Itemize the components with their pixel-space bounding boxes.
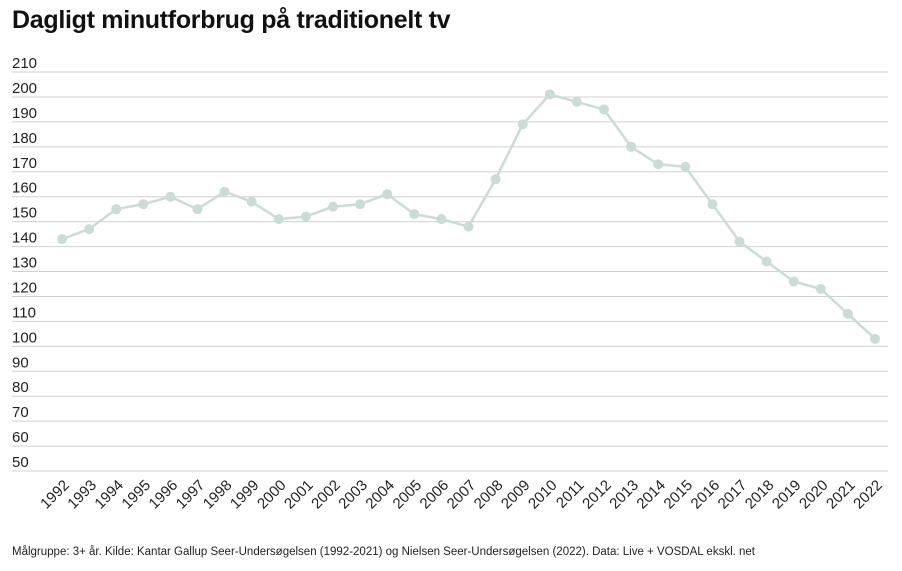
data-point-2015 — [680, 161, 691, 172]
x-tick-label: 2015 — [661, 477, 697, 513]
x-axis: 1992199319941995199619971998199920002001… — [37, 477, 886, 513]
data-point-2005 — [409, 209, 420, 220]
data-point-2014 — [653, 159, 664, 170]
y-tick-label: 200 — [12, 80, 37, 97]
source-footnote: Målgruppe: 3+ år. Kilde: Kantar Gallup S… — [12, 546, 755, 558]
x-tick-label: 1997 — [173, 477, 209, 513]
data-point-1993 — [84, 224, 95, 235]
y-tick-label: 80 — [12, 379, 29, 396]
y-tick-label: 50 — [12, 454, 29, 471]
x-tick-label: 2008 — [471, 477, 507, 513]
data-point-2022 — [870, 333, 880, 344]
data-point-2017 — [734, 236, 745, 247]
data-point-2001 — [300, 211, 311, 222]
data-point-2021 — [842, 308, 853, 319]
y-tick-label: 90 — [12, 354, 29, 371]
y-tick-label: 160 — [12, 180, 37, 197]
data-point-2018 — [761, 256, 772, 267]
data-point-2016 — [707, 199, 718, 210]
x-tick-label: 2014 — [633, 477, 669, 513]
x-tick-label: 2022 — [850, 477, 886, 513]
x-tick-label: 2019 — [769, 477, 805, 513]
data-point-2006 — [436, 214, 447, 225]
data-point-2012 — [599, 104, 609, 115]
y-tick-label: 110 — [12, 304, 36, 321]
data-point-2008 — [490, 174, 501, 185]
data-point-2020 — [815, 283, 826, 294]
x-tick-label: 1998 — [200, 477, 236, 513]
data-point-2002 — [328, 201, 338, 212]
x-tick-label: 1992 — [37, 477, 73, 513]
y-tick-label: 130 — [12, 255, 37, 272]
x-tick-label: 2000 — [254, 477, 290, 513]
data-point-2007 — [463, 221, 474, 232]
data-point-2010 — [544, 89, 555, 100]
data-point-2000 — [273, 214, 284, 225]
data-points — [57, 89, 880, 344]
data-point-2013 — [626, 141, 637, 152]
y-tick-label: 170 — [12, 155, 37, 172]
chart-title: Dagligt minutforbrug på traditionelt tv — [12, 6, 451, 34]
y-tick-label: 140 — [12, 230, 37, 247]
series-line — [61, 93, 876, 340]
x-tick-label: 2004 — [362, 477, 398, 513]
y-tick-label: 70 — [12, 404, 29, 421]
y-tick-label: 150 — [12, 205, 37, 222]
y-axis: 50 60 70 80 90 100 110 120 130 140 150 160 170 180 190… — [12, 55, 37, 471]
x-tick-label: 2006 — [417, 477, 453, 513]
x-tick-label: 1999 — [227, 477, 263, 513]
y-tick-label: 190 — [12, 105, 37, 122]
x-tick-label: 2009 — [498, 477, 534, 513]
data-point-1996 — [165, 191, 176, 202]
x-tick-label: 1993 — [64, 477, 100, 513]
x-tick-label: 2007 — [444, 477, 480, 513]
data-point-1995 — [138, 199, 149, 210]
x-tick-label: 2013 — [606, 477, 642, 513]
x-tick-label: 2001 — [281, 477, 317, 513]
data-point-1999 — [246, 196, 257, 207]
x-tick-label: 2005 — [390, 477, 426, 513]
y-tick-label: 120 — [12, 279, 37, 296]
x-tick-label: 2012 — [579, 477, 615, 513]
x-tick-label: 2016 — [688, 477, 724, 513]
x-tick-label: 2021 — [823, 477, 859, 513]
data-point-2004 — [382, 189, 393, 200]
x-tick-label: 2010 — [525, 477, 561, 513]
y-tick-label: 210 — [12, 55, 37, 72]
data-point-1998 — [219, 186, 230, 197]
data-point-1992 — [57, 234, 67, 245]
x-tick-label: 2002 — [308, 477, 344, 513]
data-point-2019 — [788, 276, 799, 287]
x-tick-label: 1996 — [146, 477, 182, 513]
x-tick-label: 2020 — [796, 477, 832, 513]
x-tick-label: 2003 — [335, 477, 371, 513]
x-tick-label: 2018 — [742, 477, 778, 513]
y-tick-label: 100 — [12, 329, 37, 346]
x-tick-label: 2011 — [553, 477, 588, 512]
data-point-2009 — [517, 119, 528, 130]
y-tick-label: 60 — [12, 429, 29, 446]
x-tick-label: 1994 — [91, 477, 127, 513]
y-tick-label: 180 — [12, 130, 37, 147]
gridlines — [12, 71, 888, 472]
x-tick-label: 1995 — [119, 477, 155, 513]
x-tick-label: 2017 — [715, 477, 751, 513]
data-point-1997 — [192, 204, 203, 215]
data-point-2011 — [571, 96, 582, 107]
data-point-1994 — [111, 204, 122, 215]
data-point-2003 — [355, 199, 366, 210]
